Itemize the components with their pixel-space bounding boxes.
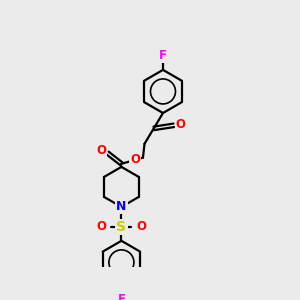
Text: O: O <box>136 220 146 233</box>
Text: O: O <box>96 220 106 233</box>
Text: F: F <box>117 293 125 300</box>
Text: S: S <box>116 220 126 234</box>
Text: N: N <box>116 200 127 213</box>
Text: O: O <box>130 153 140 166</box>
Text: F: F <box>159 49 167 62</box>
Text: O: O <box>96 144 106 157</box>
Text: O: O <box>176 118 186 131</box>
